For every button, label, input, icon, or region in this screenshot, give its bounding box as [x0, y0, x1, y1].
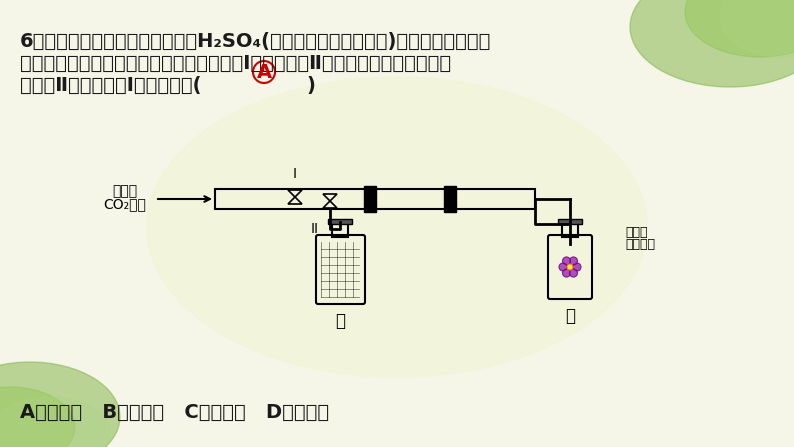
Ellipse shape [0, 397, 110, 447]
Bar [364, 186, 376, 212]
Text: 6．如图所示，甲瓶中盛放的是浓H₂SO₄(具有吸水性可作干燥剂)，乙瓶中放的是用: 6．如图所示，甲瓶中盛放的是浓H₂SO₄(具有吸水性可作干燥剂)，乙瓶中放的是用 [20, 32, 491, 51]
Circle shape [569, 269, 577, 277]
Text: 潮湿的: 潮湿的 [113, 184, 137, 198]
Text: 甲: 甲 [335, 312, 345, 330]
Circle shape [562, 257, 571, 265]
Text: ): ) [280, 76, 316, 95]
Ellipse shape [147, 77, 647, 377]
Text: A．变红色   B．变蓝色   C．变白色   D．不变色: A．变红色 B．变蓝色 C．变白色 D．不变色 [20, 403, 330, 422]
Bar [215, 189, 535, 209]
Text: A: A [256, 63, 272, 81]
Circle shape [569, 257, 577, 265]
Ellipse shape [720, 0, 794, 57]
Circle shape [567, 264, 573, 270]
Text: CO₂气体: CO₂气体 [103, 197, 146, 211]
Text: II: II [311, 222, 319, 236]
Bar [328, 219, 352, 224]
Circle shape [573, 263, 581, 271]
Text: 干燥的: 干燥的 [625, 225, 647, 239]
Ellipse shape [0, 362, 120, 447]
Circle shape [562, 269, 571, 277]
Ellipse shape [685, 0, 794, 57]
Text: 闭阀门Ⅱ，打开阀门Ⅰ，紫色小花(: 闭阀门Ⅱ，打开阀门Ⅰ，紫色小花( [20, 76, 202, 95]
Circle shape [559, 263, 567, 271]
Text: I: I [293, 167, 297, 181]
Text: 紫色小花: 紫色小花 [625, 237, 655, 250]
Text: 石蕊溶液染成紫色的干燥小花。若关闭阀门Ⅰ，打开阀门Ⅱ，紫色小花不变色；若关: 石蕊溶液染成紫色的干燥小花。若关闭阀门Ⅰ，打开阀门Ⅱ，紫色小花不变色；若关 [20, 54, 451, 73]
Ellipse shape [0, 387, 75, 447]
Bar [444, 186, 456, 212]
Text: 乙: 乙 [565, 307, 575, 325]
Ellipse shape [630, 0, 794, 87]
Bar [562, 222, 578, 237]
Bar [558, 219, 582, 224]
Bar [332, 222, 348, 237]
